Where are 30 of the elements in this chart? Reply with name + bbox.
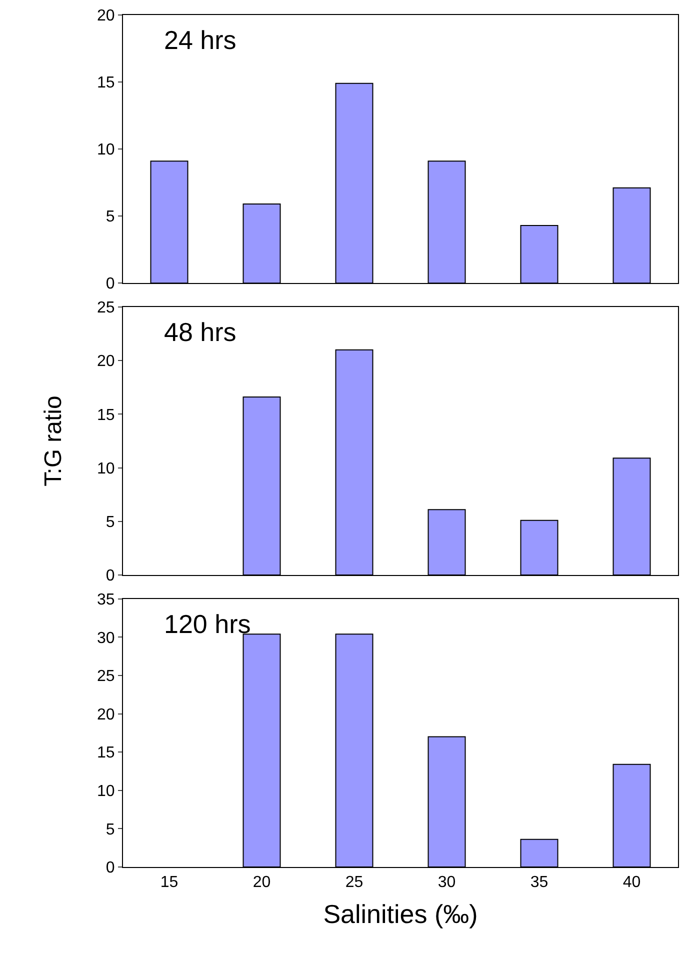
y-tick-label: 5 bbox=[106, 208, 115, 226]
y-tick-label: 5 bbox=[106, 821, 115, 838]
y-tick-label: 0 bbox=[106, 860, 115, 877]
y-tick-label: 25 bbox=[97, 300, 115, 317]
y-tick-label: 15 bbox=[97, 744, 115, 762]
chart-title: 120 hrs bbox=[164, 609, 251, 639]
x-tick-label: 25 bbox=[345, 874, 364, 892]
y-tick-label: 10 bbox=[97, 460, 115, 478]
chart-title: 48 hrs bbox=[164, 317, 236, 347]
y-tick-label: 20 bbox=[97, 353, 115, 370]
y-tick-label: 10 bbox=[97, 142, 115, 159]
y-tick-label: 15 bbox=[97, 406, 115, 424]
x-axis-title: Salinities (‰) bbox=[323, 898, 478, 929]
chart-title: 24 hrs bbox=[164, 25, 236, 55]
y-tick-label: 30 bbox=[97, 630, 115, 647]
y-tick-label: 10 bbox=[97, 783, 115, 800]
x-tick-label: 15 bbox=[160, 874, 178, 892]
y-tick-label: 20 bbox=[97, 706, 115, 724]
x-tick-label: 30 bbox=[438, 874, 456, 892]
y-tick-label: 0 bbox=[106, 568, 115, 585]
x-tick-label: 35 bbox=[530, 874, 548, 892]
y-tick-label: 5 bbox=[106, 514, 115, 532]
y-tick-label: 0 bbox=[106, 276, 115, 293]
y-tick-label: 20 bbox=[97, 8, 115, 25]
x-tick-label: 20 bbox=[252, 874, 271, 892]
y-axis-title: T:G ratio bbox=[40, 396, 68, 486]
y-tick-label: 35 bbox=[97, 592, 115, 609]
y-tick-label: 15 bbox=[97, 74, 115, 92]
x-tick-label: 40 bbox=[622, 874, 641, 892]
y-tick-label: 25 bbox=[97, 668, 115, 686]
